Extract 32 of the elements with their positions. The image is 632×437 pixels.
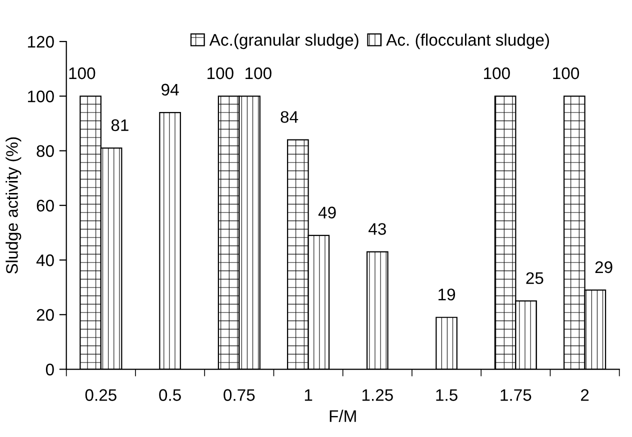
y-tick-label: 40 — [36, 254, 54, 266]
data-label: 81 — [111, 119, 128, 132]
data-label: 94 — [162, 84, 179, 96]
x-tick-label: 1.5 — [436, 389, 458, 401]
y-tick-label: 80 — [36, 145, 54, 157]
data-label: 100 — [553, 67, 580, 80]
y-tick-label: 60 — [36, 200, 54, 212]
y-axis-title: Sludge activity (%) — [6, 137, 22, 274]
x-tick-label: 1 — [304, 389, 312, 401]
x-axis-title: F/M — [330, 410, 356, 422]
data-label: 100 — [69, 67, 96, 80]
data-label: 100 — [484, 67, 510, 80]
y-tick-label: 120 — [28, 36, 54, 48]
data-label: 19 — [438, 288, 456, 300]
data-label: 29 — [595, 261, 612, 274]
data-label: 84 — [280, 111, 298, 123]
x-tick-label: 1.25 — [362, 389, 393, 401]
y-tick-label: 20 — [36, 309, 54, 321]
legend-label: Ac.(granular sludge) — [209, 34, 358, 50]
data-label: 49 — [318, 206, 336, 218]
x-tick-label: 0.75 — [224, 389, 255, 401]
data-label: 43 — [368, 223, 386, 235]
legend-label: Ac. (flocculant sludge) — [386, 34, 549, 50]
x-tick-label: 0.25 — [85, 389, 116, 401]
data-label: 25 — [526, 272, 544, 284]
x-tick-label: 2 — [581, 389, 589, 401]
y-tick-label: 0 — [46, 364, 54, 376]
y-tick-label: 100 — [28, 90, 54, 102]
data-label: 100 — [208, 67, 234, 80]
data-label: 100 — [246, 67, 272, 80]
x-tick-label: 1.75 — [500, 389, 532, 401]
x-tick-label: 0.5 — [159, 389, 181, 401]
